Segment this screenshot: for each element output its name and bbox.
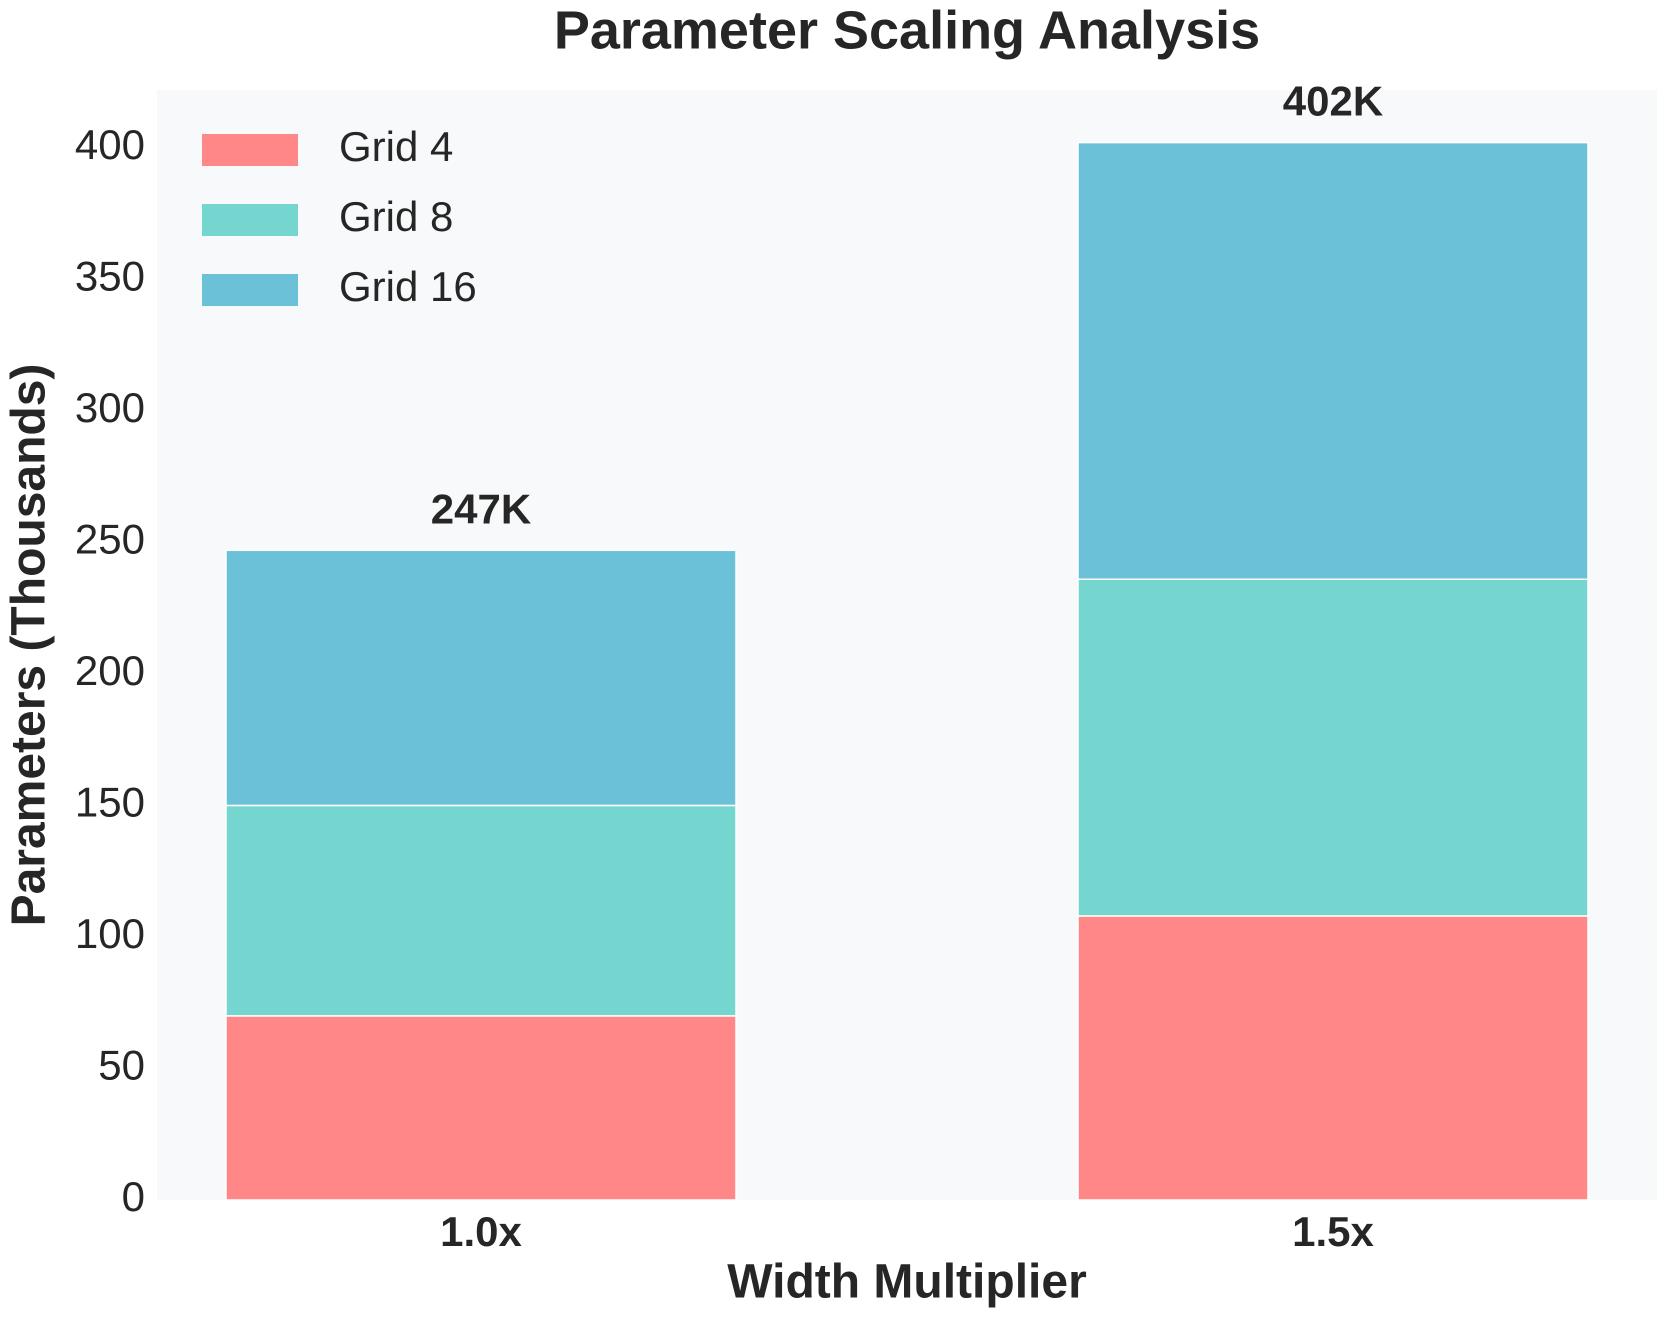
legend-swatch: [202, 274, 298, 306]
y-tick-label: 400: [75, 121, 145, 168]
y-tick-label: 350: [75, 252, 145, 299]
y-tick-label: 150: [75, 779, 145, 826]
y-tick-label: 300: [75, 384, 145, 431]
legend-swatch: [202, 204, 298, 236]
bar-segment: [1077, 915, 1589, 1201]
bar-segment: [1077, 141, 1589, 580]
y-tick-label: 50: [98, 1042, 145, 1089]
y-tick-label: 0: [122, 1173, 145, 1220]
total-label: 402K: [1283, 78, 1383, 125]
bar-segment: [225, 549, 737, 807]
bar-segment: [225, 1015, 737, 1201]
chart-title: Parameter Scaling Analysis: [554, 0, 1260, 60]
y-axis-label: Parameters (Thousands): [3, 364, 56, 927]
legend-label: Grid 8: [339, 193, 453, 240]
y-tick-label: 100: [75, 910, 145, 957]
x-axis-label: Width Multiplier: [727, 1256, 1087, 1309]
legend-swatch: [202, 134, 298, 166]
x-tick-label: 1.0x: [440, 1208, 522, 1255]
legend-label: Grid 16: [339, 263, 477, 310]
y-tick-label: 250: [75, 516, 145, 563]
bar-segment: [1077, 578, 1589, 917]
x-tick-label: 1.5x: [1292, 1208, 1374, 1255]
total-label: 247K: [431, 485, 531, 532]
bar-segment: [225, 804, 737, 1017]
y-tick-label: 200: [75, 647, 145, 694]
legend-label: Grid 4: [339, 123, 453, 170]
